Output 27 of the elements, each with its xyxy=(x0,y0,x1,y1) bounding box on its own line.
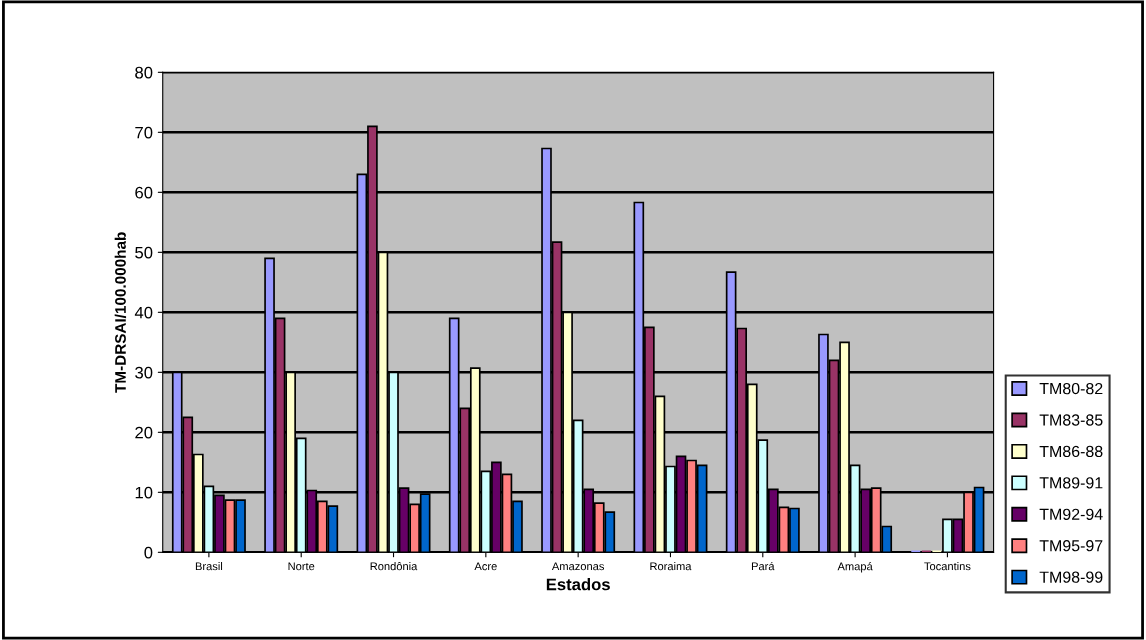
x-tick-label: Tocantins xyxy=(924,562,971,571)
x-tick-label: Acre xyxy=(474,562,497,571)
legend-label: TM89-91 xyxy=(1039,477,1103,489)
x-tick-label: Amazonas xyxy=(551,562,605,571)
y-tick-label: 10 xyxy=(135,486,153,499)
x-axis-title: Estados xyxy=(546,578,610,591)
legend-label: TM95-97 xyxy=(1039,540,1103,552)
x-tick-label: Rondônia xyxy=(370,562,418,571)
legend-label: TM98-99 xyxy=(1039,571,1103,583)
y-tick-label: 70 xyxy=(135,126,153,139)
y-tick-label: 40 xyxy=(134,306,153,319)
x-tick-label: Pará xyxy=(751,561,775,571)
legend-label: TM92-94 xyxy=(1039,508,1103,520)
y-tick-label: 80 xyxy=(135,66,153,79)
x-tick-label: Norte xyxy=(288,562,315,571)
y-axis-title: TM-DRSAI/100.000hab xyxy=(114,232,127,393)
y-tick-label: 20 xyxy=(135,426,153,439)
x-tick-label: Roraima xyxy=(650,562,692,571)
y-tick-label: 30 xyxy=(135,366,153,379)
legend-label: TM83-85 xyxy=(1039,414,1103,426)
y-tick-label: 60 xyxy=(135,186,153,199)
x-tick-label: Brasil xyxy=(195,562,223,571)
x-tick-label: Amapá xyxy=(837,562,873,573)
y-tick-label: 50 xyxy=(135,246,153,259)
legend-label: TM80-82 xyxy=(1039,382,1103,395)
legend-label: TM86-88 xyxy=(1039,445,1103,458)
y-tick-label: 0 xyxy=(144,546,153,559)
